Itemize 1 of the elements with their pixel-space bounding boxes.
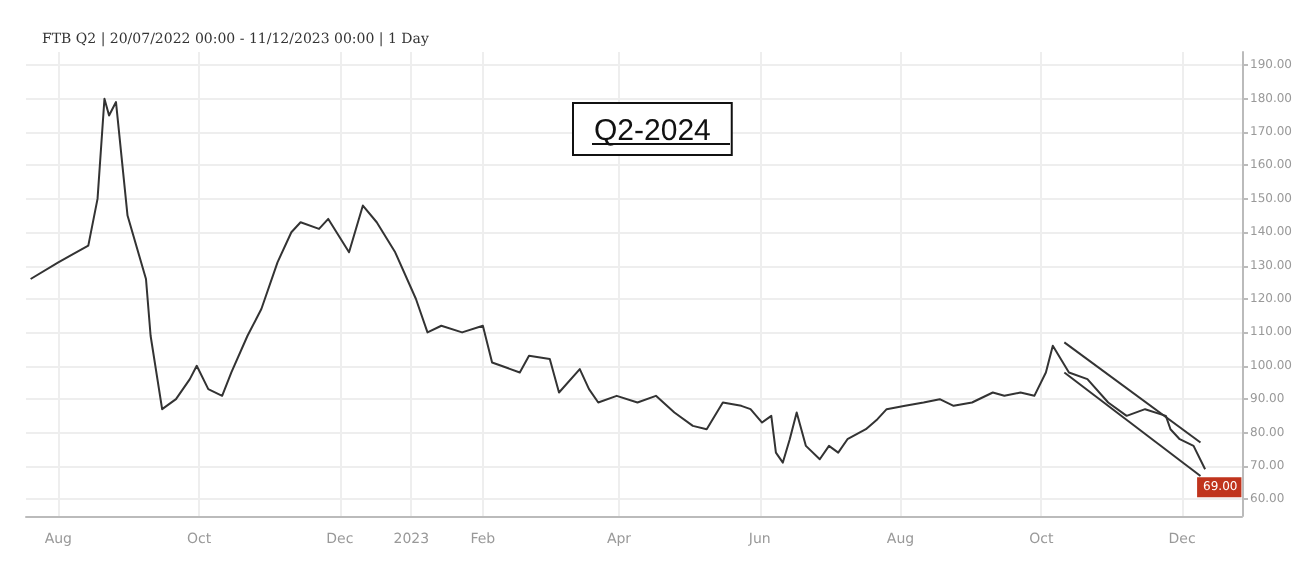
annotation: Q2-2024	[594, 114, 711, 148]
